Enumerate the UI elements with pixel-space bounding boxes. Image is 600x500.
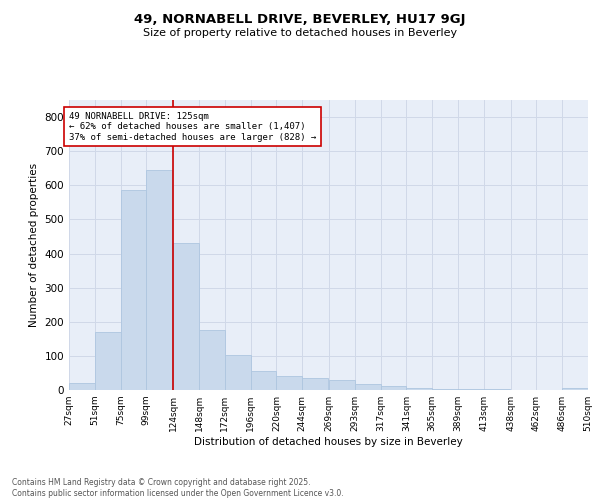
Bar (199, 330, 225, 390)
Text: Contains HM Land Registry data © Crown copyright and database right 2025.
Contai: Contains HM Land Registry data © Crown c… (12, 478, 344, 498)
Bar (146, 170, 172, 390)
Bar (173, 244, 199, 390)
Bar (277, 376, 302, 390)
Text: Size of property relative to detached houses in Beverley: Size of property relative to detached ho… (143, 28, 457, 38)
Bar (406, 388, 432, 390)
Bar (380, 386, 406, 390)
Bar (302, 378, 328, 390)
Bar (251, 371, 277, 390)
Bar (562, 388, 588, 390)
Bar (225, 355, 251, 390)
X-axis label: Distribution of detached houses by size in Beverley: Distribution of detached houses by size … (194, 437, 463, 447)
Text: 49 NORNABELL DRIVE: 125sqm
← 62% of detached houses are smaller (1,407)
37% of s: 49 NORNABELL DRIVE: 125sqm ← 62% of deta… (69, 112, 316, 142)
Bar (121, 190, 146, 390)
Text: 49, NORNABELL DRIVE, BEVERLEY, HU17 9GJ: 49, NORNABELL DRIVE, BEVERLEY, HU17 9GJ (134, 12, 466, 26)
Bar (329, 380, 355, 390)
Bar (69, 383, 95, 390)
Bar (432, 389, 458, 390)
Y-axis label: Number of detached properties: Number of detached properties (29, 163, 39, 327)
Bar (95, 332, 121, 390)
Bar (355, 384, 380, 390)
